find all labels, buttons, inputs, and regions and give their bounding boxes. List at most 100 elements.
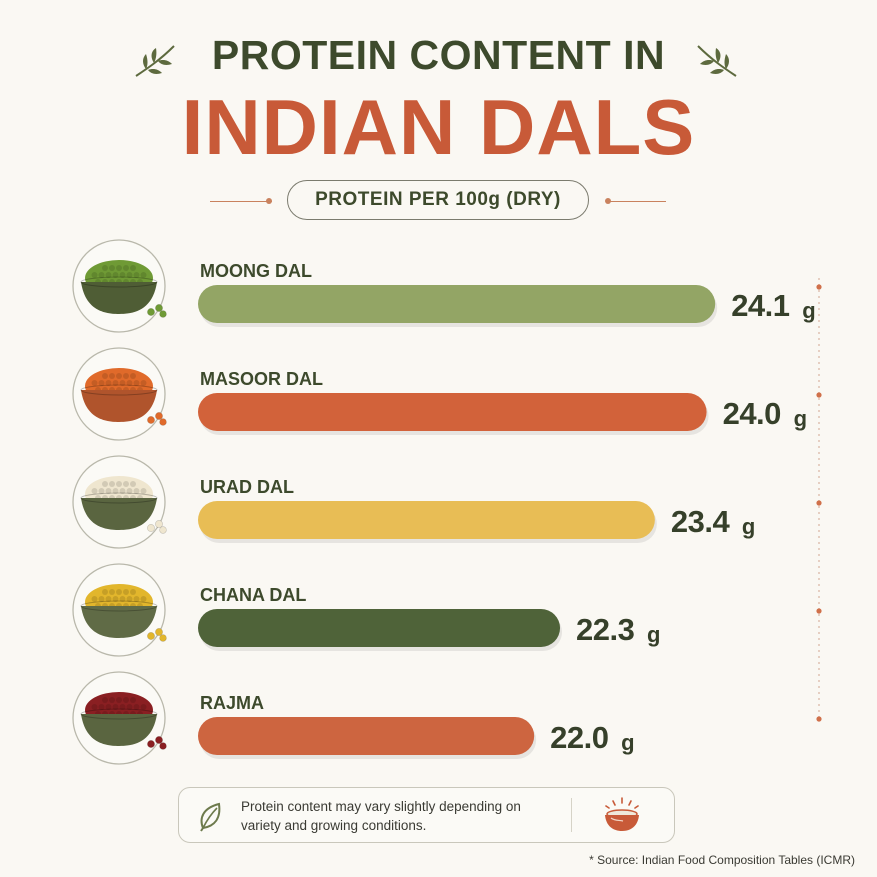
grain [109,697,115,703]
grain [105,704,112,710]
bowl-red-lentils-icon [72,347,167,441]
bar-urad-dal [198,501,655,539]
value-label-rajma: 22.0 [550,720,608,755]
bowl-white-lentils-icon [72,455,167,549]
title-line-2: INDIAN DALS [181,83,696,171]
grain [112,272,119,278]
grain [130,589,136,595]
grain [109,589,115,595]
grain [112,488,119,494]
bowl-rim [80,600,158,612]
grain [98,704,105,710]
bowl-rim [80,276,158,288]
grain [109,481,115,487]
spilled-grain [155,520,163,528]
grain [116,481,122,487]
bowl-rim [80,492,158,504]
unit-label-urad-dal: g [742,514,755,539]
grain [119,488,126,494]
grain [126,596,133,602]
spilled-grain [155,304,163,312]
spilled-grain [159,418,167,426]
spilled-grain [147,740,155,748]
grain [105,596,112,602]
bowl-body [81,714,157,746]
grain [126,704,133,710]
grain [98,596,105,602]
grain [119,272,126,278]
grain [140,704,147,710]
spilled-grain [147,632,155,640]
subtitle-rule-left [210,201,272,202]
subtitle-rule-right [608,201,666,202]
grain [102,265,108,271]
bowl-yellow-lentils-icon [72,563,167,657]
grain [102,697,108,703]
grain [119,380,126,386]
grain [133,272,140,278]
bar-chana-dal [198,609,561,647]
grain [98,380,105,386]
bar-rajma [198,717,535,755]
bowl-body [81,282,157,314]
subtitle-dot-left [266,198,272,204]
unit-label-moong-dal: g [802,298,815,323]
grain [116,265,122,271]
grain [109,265,115,271]
category-label-urad-dal: URAD DAL [200,477,294,497]
unit-label-masoor-dal: g [794,406,807,431]
bowl-body [81,606,157,638]
grain [98,488,105,494]
guide-dot [816,716,822,722]
category-label-moong-dal: MOONG DAL [200,261,312,281]
value-label-moong-dal: 24.1 [731,288,790,323]
grain [116,589,122,595]
grain [91,380,98,386]
grain [130,697,136,703]
grain [119,596,126,602]
guide-dot [816,392,822,398]
footer-note-box: Protein content may vary slightly depend… [178,787,675,843]
grain [102,589,108,595]
value-label-urad-dal: 23.4 [671,504,731,539]
spilled-grain [159,634,167,642]
grain [105,272,112,278]
grain [133,704,140,710]
spilled-grain [147,416,155,424]
grain [116,373,122,379]
category-label-chana-dal: CHANA DAL [200,585,306,605]
value-label-chana-dal: 22.3 [576,612,635,647]
grain [140,488,147,494]
grain [123,481,129,487]
grain [126,380,133,386]
spilled-grain [147,524,155,532]
grain [102,481,108,487]
spilled-grain [155,736,163,744]
bowl-body [81,498,157,530]
leaf-sprig-right-icon [697,45,737,77]
grain [116,697,122,703]
spilled-grain [159,310,167,318]
grain [123,265,129,271]
grain [91,272,98,278]
bowl-rim [80,708,158,720]
grain-texture [91,697,147,717]
grain [123,589,129,595]
grain [91,596,98,602]
grain [91,488,98,494]
bowl-green-lentils-icon [72,239,167,333]
spilled-grain [155,412,163,420]
title-line-1: PROTEIN CONTENT IN [211,32,666,78]
source-citation: * Source: Indian Food Composition Tables… [589,853,855,867]
category-label-rajma: RAJMA [200,693,264,713]
subtitle-banner: PROTEIN PER 100g (DRY) [0,180,877,224]
grain [133,596,140,602]
subtitle: PROTEIN PER 100g (DRY) [287,180,589,220]
grain [91,704,98,710]
grain [105,380,112,386]
unit-label-chana-dal: g [647,622,660,647]
grain [119,704,126,710]
grain [123,373,129,379]
bowl-kidney-beans-icon [72,671,167,765]
